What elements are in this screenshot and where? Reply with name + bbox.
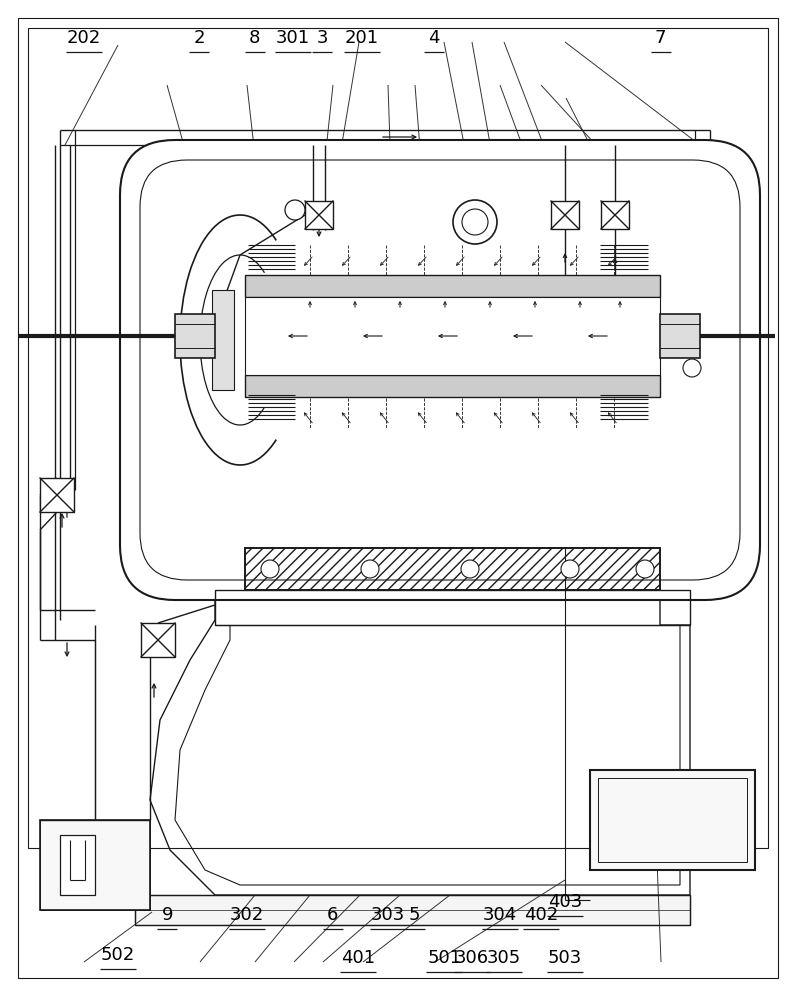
Bar	[40, 820, 150, 910]
Text: 202: 202	[66, 29, 101, 47]
Bar	[590, 770, 755, 870]
Circle shape	[561, 560, 579, 578]
Text: 305: 305	[486, 949, 521, 967]
Text: 401: 401	[341, 949, 375, 967]
Bar	[215, 590, 690, 625]
Circle shape	[261, 560, 279, 578]
Bar	[28, 28, 768, 848]
Bar	[245, 548, 660, 590]
Text: 402: 402	[524, 906, 559, 924]
Text: 502: 502	[100, 946, 135, 964]
Text: 201: 201	[345, 29, 379, 47]
Bar	[245, 275, 660, 297]
Circle shape	[453, 200, 497, 244]
Text: 403: 403	[548, 893, 583, 911]
Bar	[60, 835, 95, 895]
Bar	[135, 895, 690, 925]
Bar	[305, 201, 333, 229]
Text: 501: 501	[427, 949, 461, 967]
Bar	[135, 895, 690, 925]
Bar	[245, 375, 660, 397]
FancyBboxPatch shape	[120, 140, 760, 600]
Text: 306: 306	[455, 949, 489, 967]
Bar	[660, 314, 700, 358]
Text: 7: 7	[655, 29, 666, 47]
Bar	[551, 201, 579, 229]
Text: 302: 302	[229, 906, 264, 924]
Bar	[245, 548, 660, 590]
Text: 9: 9	[162, 906, 173, 924]
Text: 304: 304	[482, 906, 517, 924]
Bar	[245, 297, 660, 375]
Bar	[212, 290, 234, 390]
Circle shape	[636, 560, 654, 578]
Circle shape	[461, 560, 479, 578]
Text: 8: 8	[249, 29, 260, 47]
Text: 6: 6	[327, 906, 338, 924]
Text: 5: 5	[409, 906, 420, 924]
Text: 503: 503	[548, 949, 583, 967]
Bar	[141, 623, 175, 657]
Circle shape	[683, 359, 701, 377]
Text: 3: 3	[317, 29, 328, 47]
Bar	[598, 778, 747, 862]
Bar	[40, 820, 150, 910]
Bar	[40, 478, 74, 512]
Circle shape	[361, 560, 379, 578]
Text: 2: 2	[193, 29, 205, 47]
Text: 303: 303	[370, 906, 405, 924]
Bar	[175, 314, 215, 358]
Text: 4: 4	[428, 29, 439, 47]
Circle shape	[462, 209, 488, 235]
Bar	[601, 201, 629, 229]
Circle shape	[285, 200, 305, 220]
Text: 301: 301	[276, 29, 310, 47]
